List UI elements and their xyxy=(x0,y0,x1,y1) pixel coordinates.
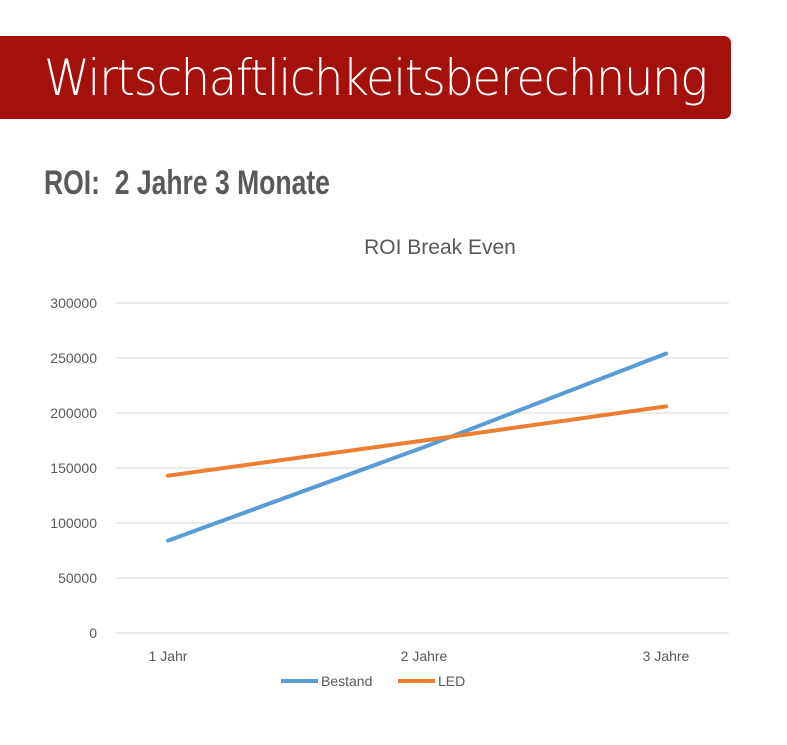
y-tick-label: 150000 xyxy=(50,460,97,476)
y-tick-label: 250000 xyxy=(50,350,97,366)
x-tick-label: 1 Jahr xyxy=(149,648,188,664)
y-tick-label: 100000 xyxy=(50,515,97,531)
legend: Bestand LED xyxy=(281,673,465,689)
roi-summary: ROI: 2 Jahre 3 Monate xyxy=(44,164,330,202)
series-line-led xyxy=(166,404,668,478)
series-lines xyxy=(166,351,668,543)
legend-led-label: LED xyxy=(438,673,465,689)
series-line-bestand xyxy=(166,351,668,543)
legend-bestand-label: Bestand xyxy=(321,673,372,689)
y-tick-label: 300000 xyxy=(50,295,97,311)
gridlines xyxy=(116,302,729,634)
chart-title: ROI Break Even xyxy=(364,236,516,259)
y-tick-label: 0 xyxy=(89,625,97,641)
page-title: Wirtschaftlichkeitsberechnung xyxy=(44,49,708,107)
x-axis-labels: 1 Jahr 2 Jahre 3 Jahre xyxy=(149,648,690,664)
x-tick-label: 2 Jahre xyxy=(401,648,448,664)
y-tick-label: 50000 xyxy=(58,570,97,586)
y-axis-labels: 0 50000 100000 150000 200000 250000 300000 xyxy=(50,295,97,641)
header-banner: Wirtschaftlichkeitsberechnung xyxy=(0,36,731,119)
x-tick-label: 3 Jahre xyxy=(643,648,690,664)
y-tick-label: 200000 xyxy=(50,405,97,421)
